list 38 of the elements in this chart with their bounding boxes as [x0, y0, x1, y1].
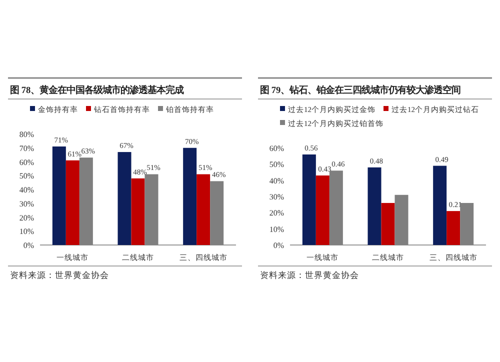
- bar: [446, 211, 460, 245]
- y-tick-label: 50%: [19, 172, 34, 181]
- y-tick-label: 20%: [19, 213, 34, 222]
- y-tick-label: 40%: [269, 176, 284, 186]
- text: 资料来源：世界黄金协会: [260, 270, 359, 280]
- bar: [52, 146, 66, 245]
- y-tick-label: 0%: [273, 241, 284, 250]
- y-tick-label: 10%: [269, 224, 284, 234]
- y-tick-label: 50%: [269, 160, 284, 170]
- chart-title: 图 79、钻石、铂金在三四线城市仍有较大渗透空间: [260, 85, 461, 96]
- y-tick-label: 70%: [19, 144, 34, 153]
- bar: [66, 160, 80, 245]
- bar: [433, 166, 447, 245]
- bar: [131, 178, 145, 245]
- bar: [118, 152, 132, 245]
- chart-title: 图 78、黄金在中国各级城市的渗透基本完成: [10, 85, 184, 96]
- y-tick-label: 20%: [269, 208, 284, 218]
- bar: [183, 148, 197, 245]
- bar: [460, 202, 474, 245]
- bar: [329, 170, 343, 245]
- bar: [394, 194, 408, 245]
- bar: [381, 202, 395, 245]
- y-tick-label: 60%: [19, 158, 34, 167]
- y-tick-label: 40%: [19, 186, 34, 194]
- y-tick-label: 30%: [269, 192, 284, 202]
- y-tick-label: 10%: [19, 227, 34, 236]
- bar: [144, 174, 158, 245]
- text: 资料来源：世界黄金协会: [10, 270, 109, 280]
- bar: [210, 181, 224, 245]
- y-tick-label: 60%: [269, 144, 284, 153]
- y-tick-label: 30%: [19, 199, 34, 208]
- bar: [196, 174, 210, 245]
- y-tick-label: 80%: [19, 130, 34, 139]
- y-tick-label: 0%: [23, 241, 34, 250]
- bar: [302, 154, 316, 245]
- bar: [316, 175, 330, 245]
- bar: [368, 167, 382, 245]
- bar: [79, 158, 93, 245]
